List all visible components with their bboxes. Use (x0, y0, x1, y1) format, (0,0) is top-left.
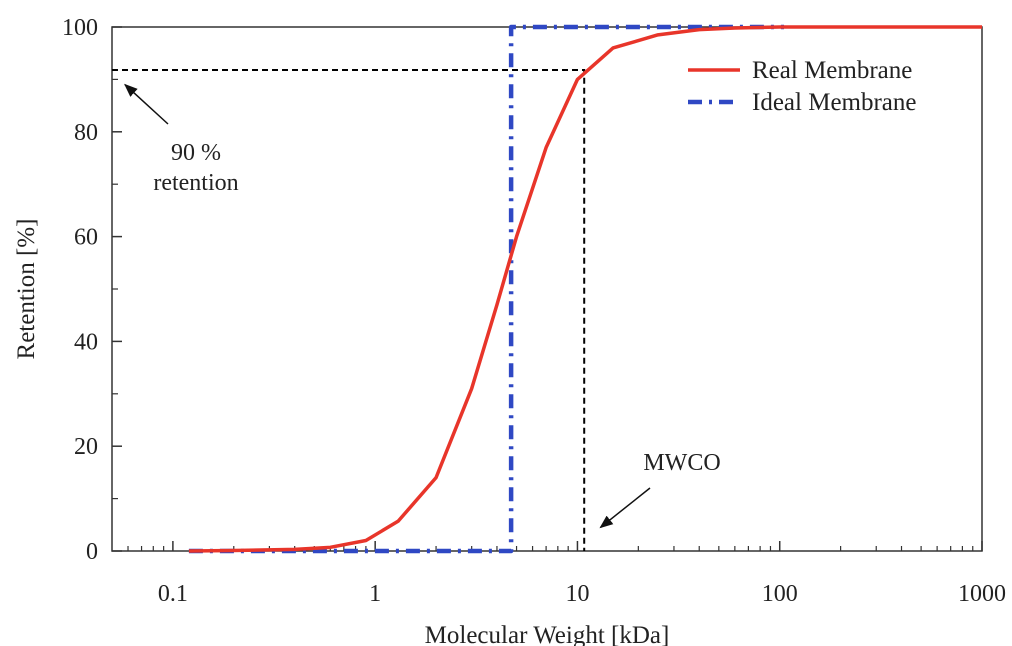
legend-label-real-membrane: Real Membrane (752, 57, 912, 84)
x-tick-label: 0.1 (158, 581, 188, 607)
axis-ticks: 0.1 1 10 100 1000 0 20 40 60 80 100 (62, 15, 1006, 607)
x-tick-label: 10 (565, 581, 589, 607)
y-tick-label: 20 (74, 434, 98, 460)
reference-line (112, 68, 586, 551)
y-tick-label: 100 (62, 15, 98, 41)
annotation-mwco-label: MWCO (643, 450, 720, 476)
data-series (188, 24, 982, 554)
x-tick-label: 1 (369, 581, 381, 607)
annotations: 90 % retention MWCO (124, 83, 721, 529)
legend: Real Membrane Ideal Membrane (688, 57, 917, 116)
x-tick-label: 100 (762, 581, 798, 607)
y-tick-label: 60 (74, 225, 98, 251)
real-membrane-line (188, 25, 982, 553)
reference-lines (112, 68, 586, 551)
annotation-retention-arrow (124, 83, 169, 125)
ideal-membrane-line (188, 24, 785, 554)
y-tick-label: 40 (74, 329, 98, 355)
y-tick-label: 80 (74, 120, 98, 146)
x-axis-title: Molecular Weight [kDa] (425, 622, 670, 646)
y-tick-label: 0 (86, 539, 98, 565)
annotation-retention-label: 90 % retention (153, 140, 238, 196)
annotation-mwco-arrow (599, 487, 651, 529)
y-axis-title: Retention [%] (13, 219, 40, 360)
legend-label-ideal-membrane: Ideal Membrane (752, 89, 917, 116)
x-tick-label: 1000 (958, 581, 1006, 607)
